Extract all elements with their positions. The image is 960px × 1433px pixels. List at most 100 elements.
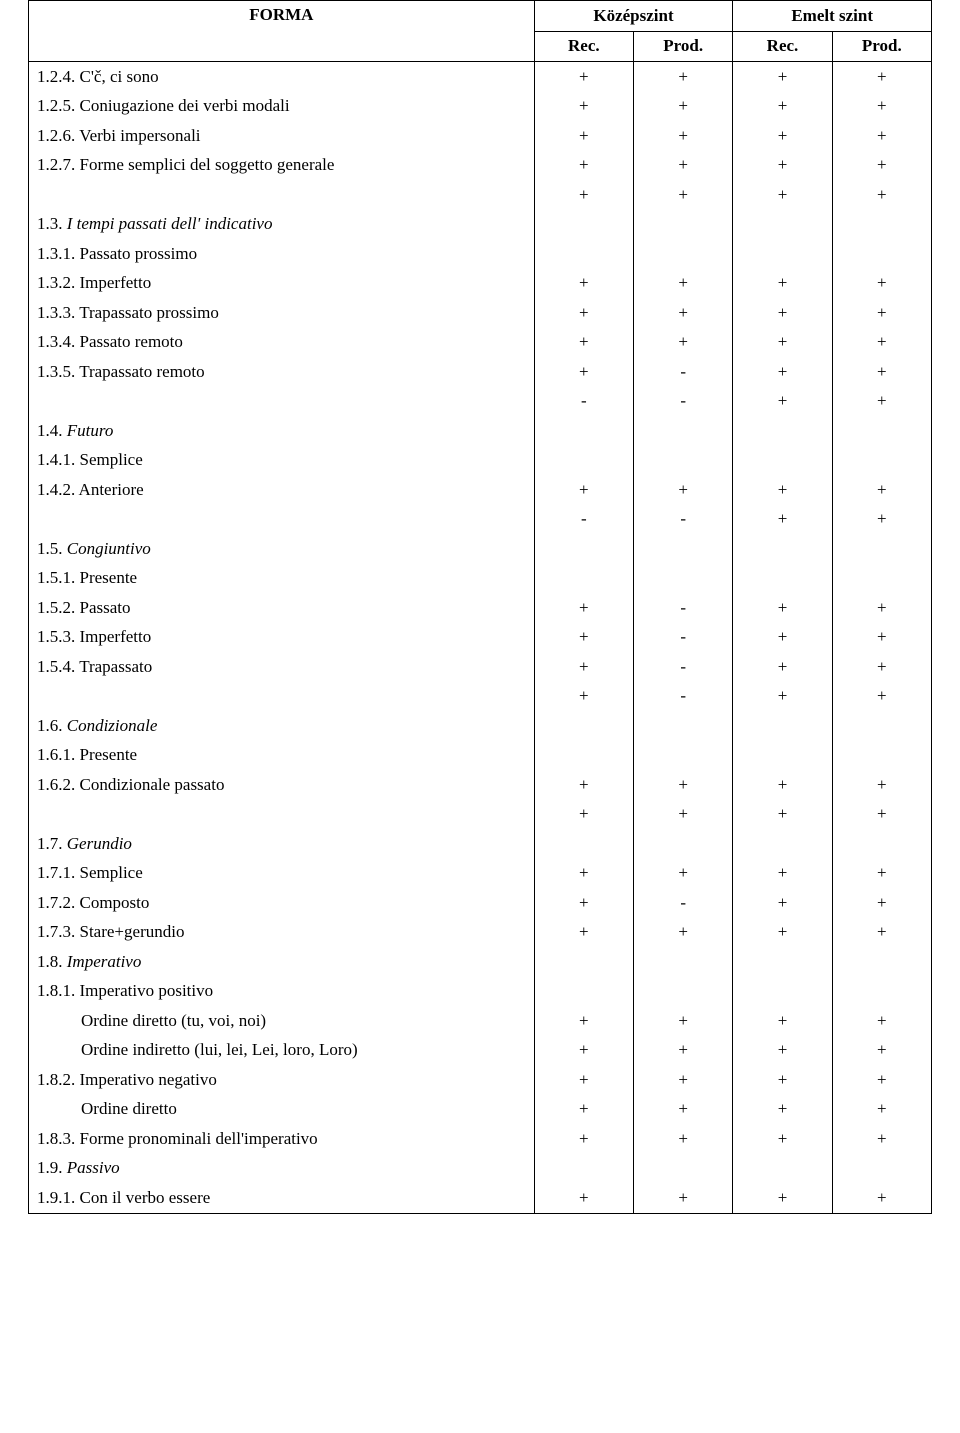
mark-cell: +: [832, 1124, 931, 1154]
mark-cell: -: [634, 357, 733, 387]
mark-cell: +: [534, 770, 633, 800]
mark-cell: +: [534, 1006, 633, 1036]
mark-cell: +: [634, 121, 733, 151]
mark-cell: +: [733, 180, 832, 210]
mark-cell: [832, 446, 931, 476]
mark-cell: [832, 534, 931, 564]
mark-cell: +: [534, 1124, 633, 1154]
table-row: 1.5.2. Passato+-++: [29, 593, 932, 623]
table-row: ++++: [29, 800, 932, 830]
mark-cell: +: [832, 121, 931, 151]
mark-cell: +: [832, 298, 931, 328]
mark-cell: [733, 829, 832, 859]
mark-cell: +: [634, 92, 733, 122]
mark-cell: +: [534, 62, 633, 92]
mark-cell: +: [733, 652, 832, 682]
mark-cell: [733, 210, 832, 240]
mark-cell: [733, 564, 832, 594]
table-row: 1.4.2. Anteriore++++: [29, 475, 932, 505]
forma-label: 1.2.5. Coniugazione dei verbi modali: [29, 92, 535, 122]
mark-cell: +: [534, 623, 633, 653]
forma-label: 1.3. I tempi passati dell' indicativo: [29, 210, 535, 240]
forma-label: 1.8. Imperativo: [29, 947, 535, 977]
table-row: 1.2.6. Verbi impersonali++++: [29, 121, 932, 151]
mark-cell: [634, 446, 733, 476]
mark-cell: +: [832, 151, 931, 181]
mark-cell: +: [534, 859, 633, 889]
mark-cell: +: [634, 269, 733, 299]
mark-cell: +: [832, 62, 931, 92]
forma-label: 1.7.3. Stare+gerundio: [29, 918, 535, 948]
mark-cell: +: [534, 151, 633, 181]
mark-cell: [832, 741, 931, 771]
mark-cell: +: [832, 1006, 931, 1036]
mark-cell: [534, 534, 633, 564]
forma-label: 1.6.1. Presente: [29, 741, 535, 771]
mark-cell: +: [534, 652, 633, 682]
forma-label: 1.5.4. Trapassato: [29, 652, 535, 682]
mark-cell: [534, 1154, 633, 1184]
table-row: 1.5.4. Trapassato+-++: [29, 652, 932, 682]
mark-cell: +: [733, 593, 832, 623]
table-row: 1.8.3. Forme pronominali dell'imperativo…: [29, 1124, 932, 1154]
table-row: 1.6.1. Presente: [29, 741, 932, 771]
mark-cell: -: [534, 505, 633, 535]
forma-label: Ordine diretto: [29, 1095, 535, 1125]
table-body: 1.2.4. C'č, ci sono++++1.2.5. Coniugazio…: [29, 62, 932, 1214]
mark-cell: +: [832, 918, 931, 948]
table-row: Ordine diretto++++: [29, 1095, 932, 1125]
mark-cell: +: [634, 1183, 733, 1213]
table-row: 1.5. Congiuntivo: [29, 534, 932, 564]
forma-label: 1.9. Passivo: [29, 1154, 535, 1184]
table-row: 1.3.5. Trapassato remoto+-++: [29, 357, 932, 387]
forma-label: 1.3.2. Imperfetto: [29, 269, 535, 299]
mark-cell: +: [832, 593, 931, 623]
mark-cell: -: [634, 387, 733, 417]
col-l2-rec: Rec.: [733, 31, 832, 62]
forma-label: Ordine diretto (tu, voi, noi): [29, 1006, 535, 1036]
mark-cell: +: [733, 328, 832, 358]
mark-cell: +: [534, 1095, 633, 1125]
mark-cell: +: [534, 888, 633, 918]
forma-label: 1.4.1. Semplice: [29, 446, 535, 476]
mark-cell: +: [534, 298, 633, 328]
mark-cell: +: [634, 298, 733, 328]
mark-cell: [634, 947, 733, 977]
mark-cell: [832, 1154, 931, 1184]
mark-cell: +: [534, 682, 633, 712]
mark-cell: -: [634, 593, 733, 623]
mark-cell: +: [832, 1036, 931, 1066]
mark-cell: +: [733, 298, 832, 328]
mark-cell: +: [832, 800, 931, 830]
mark-cell: [534, 446, 633, 476]
table-row: 1.7.2. Composto+-++: [29, 888, 932, 918]
mark-cell: +: [832, 328, 931, 358]
forma-label: [29, 505, 535, 535]
table-row: Ordine diretto (tu, voi, noi)++++: [29, 1006, 932, 1036]
mark-cell: +: [733, 888, 832, 918]
forma-label: [29, 800, 535, 830]
forma-label: 1.5.1. Presente: [29, 564, 535, 594]
mark-cell: [634, 416, 733, 446]
mark-cell: [733, 741, 832, 771]
table-row: +-++: [29, 682, 932, 712]
mark-cell: [634, 711, 733, 741]
mark-cell: +: [832, 682, 931, 712]
table-row: 1.2.4. C'č, ci sono++++: [29, 62, 932, 92]
mark-cell: [534, 829, 633, 859]
mark-cell: +: [832, 505, 931, 535]
forma-label: 1.2.6. Verbi impersonali: [29, 121, 535, 151]
mark-cell: +: [832, 623, 931, 653]
mark-cell: +: [534, 180, 633, 210]
forma-label: 1.6. Condizionale: [29, 711, 535, 741]
mark-cell: +: [733, 387, 832, 417]
mark-cell: -: [634, 505, 733, 535]
table-row: --++: [29, 505, 932, 535]
mark-cell: +: [534, 121, 633, 151]
mark-cell: +: [634, 1124, 733, 1154]
mark-cell: +: [733, 269, 832, 299]
forma-label: [29, 682, 535, 712]
mark-cell: +: [733, 121, 832, 151]
forma-label: 1.4. Futuro: [29, 416, 535, 446]
forma-label: 1.3.1. Passato prossimo: [29, 239, 535, 269]
